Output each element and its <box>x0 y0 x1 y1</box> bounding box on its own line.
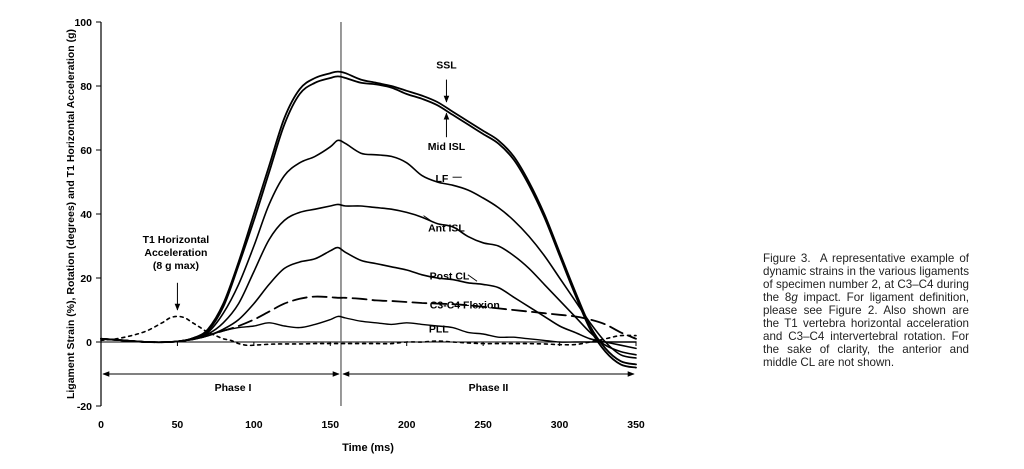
figure-caption: Figure 3. A representative example of dy… <box>763 252 969 369</box>
series-line-c3-c4-flexion <box>100 295 637 344</box>
x-tick-label: 0 <box>98 419 104 431</box>
axes: -20 0 20 40 60 80 100 0 50 100 150 200 250 300 350 <box>74 17 644 431</box>
x-tick-label: 100 <box>245 419 263 431</box>
label-post-cl: Post CL <box>430 271 470 283</box>
series-line-t1-horizontal-acceleration-8-g-max <box>100 315 637 347</box>
x-tick-label: 300 <box>551 419 569 431</box>
x-tick-label: 250 <box>474 419 492 431</box>
label-ssl: SSL <box>436 59 457 71</box>
labels-layer: Phase I Phase II SSL Mid ISL LF Ant ISL Post C… <box>143 59 509 394</box>
t1-annotation-line: T1 Horizontal <box>143 234 210 246</box>
label-mid-isl: Mid ISL <box>428 141 466 153</box>
series-line-ant-isl <box>100 203 637 356</box>
x-tick-label: 150 <box>322 419 340 431</box>
series-line-pll <box>100 315 637 343</box>
t1-annotation-line: Acceleration <box>144 247 207 259</box>
x-tick-label: 200 <box>398 419 416 431</box>
phase-2-label: Phase II <box>469 382 509 394</box>
phase-1-label: Phase I <box>215 382 252 394</box>
x-tick-label: 350 <box>627 419 645 431</box>
y-tick-label: 80 <box>80 81 92 93</box>
y-tick-label: 20 <box>80 273 92 285</box>
y-tick-label: -20 <box>77 401 92 413</box>
strain-chart: -20 0 20 40 60 80 100 0 50 100 150 200 250 300 350 Pha… <box>65 17 645 454</box>
caption-text: Figure 3. A representative example of dy… <box>763 252 969 369</box>
post-cl-leader <box>467 274 478 282</box>
y-tick-label: 0 <box>86 337 92 349</box>
series-line-lf <box>100 139 637 359</box>
series-line-ssl <box>100 70 637 366</box>
label-pll: PLL <box>429 323 449 335</box>
label-ant-isl: Ant ISL <box>428 223 465 235</box>
x-axis-label: Time (ms) <box>342 442 394 454</box>
y-tick-label: 100 <box>74 17 92 29</box>
series-layer <box>100 70 637 369</box>
t1-annotation-line: (8 g max) <box>153 260 199 272</box>
y-tick-label: 60 <box>80 145 92 157</box>
label-lf: LF <box>435 173 448 185</box>
x-tick-label: 50 <box>172 419 184 431</box>
y-axis-label: Ligament Strain (%), Rotation (degrees) … <box>65 29 77 399</box>
y-tick-label: 40 <box>80 209 92 221</box>
ant-isl-leader <box>423 215 433 223</box>
label-c3-c4-flexion: C3-C4 Flexion <box>430 299 500 311</box>
